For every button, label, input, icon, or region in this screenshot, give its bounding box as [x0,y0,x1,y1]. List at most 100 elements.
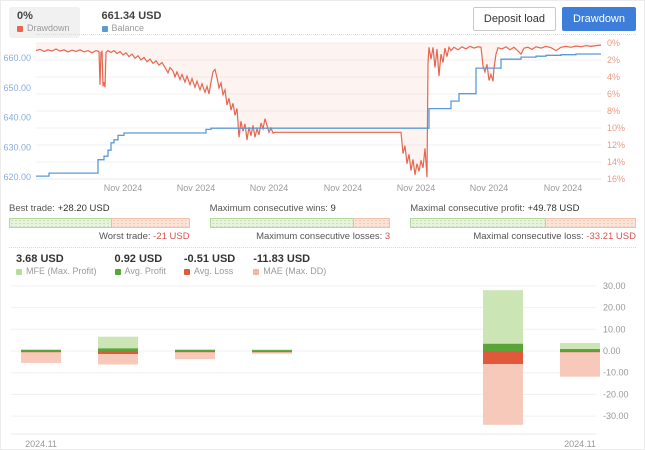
avg-loss-bar [483,351,523,364]
x-axis-tick: 2024.11 [25,439,57,449]
mfe-legend-item: 3.68 USD MFE (Max. Profit) [16,253,97,277]
drawdown-axis-tick: 0% [607,38,620,48]
mae-legend-item: -11.83 USD MAE (Max. DD) [253,253,326,277]
header: 0% Drawdown 661.34 USD Balance Deposit l… [9,7,636,38]
drawdown-axis-tick: 10% [607,123,625,133]
value-axis-tick: 0.00 [603,346,621,356]
max-consec-loss-value: -33.21 USD [586,231,636,242]
avg-profit-bar [483,343,523,351]
balance-axis-tick: 660.00 [3,53,31,63]
avg-profit-dot-icon [114,268,121,275]
x-axis-tick: Nov 2024 [544,183,583,193]
drawdown-value: 0% [17,10,33,22]
drawdown-legend-toggle[interactable]: 0% Drawdown [9,7,80,38]
max-consec-profit-label: Maximal consecutive profit: [410,203,525,214]
mae-bar [21,351,61,363]
max-consec-losses-label: Maximum consecutive losses: [256,231,383,242]
value-axis-tick: 30.00 [603,281,626,291]
value-axis-tick: 20.00 [603,303,626,313]
stats-divider [9,247,636,248]
balance-label: Balance [111,23,145,33]
balance-axis-tick: 640.00 [3,113,31,123]
balance-axis-tick: 620.00 [3,172,31,182]
drawdown-axis-tick: 12% [607,140,625,150]
mfe-dot-icon [16,268,22,275]
balance-line [36,53,601,177]
consec-profit-bar-segment [410,218,546,228]
mae-value: -11.83 USD [253,253,311,265]
x-axis-tick: Nov 2024 [104,183,143,193]
avg-profit-bar [21,349,61,352]
header-divider [36,34,636,35]
best-trade-value: +28.20 USD [57,203,110,214]
mae-dot-icon [253,268,260,275]
drawdown-axis-tick: 6% [607,89,620,99]
avg-profit-bar [175,349,215,352]
drawdown-fill [36,43,601,178]
drawdown-axis-tick: 16% [607,174,625,184]
drawdown-dot-icon [17,25,23,32]
avg-loss-bar [560,351,600,353]
mae-bar [175,351,215,360]
avg-profit-label: Avg. Profit [124,266,166,276]
avg-profit-bar [98,348,138,351]
worst-trade-value: -21 USD [153,231,190,242]
consec-losses-bar-segment [354,218,391,228]
mae-bar [252,351,292,354]
avg-loss-legend-item: -0.51 USD Avg. Loss [183,253,236,277]
max-consec-loss-label: Maximal consecutive loss: [473,231,584,242]
best-worst-trade-stat: Best trade: +28.20 USD Worst trade: -21 … [9,203,190,243]
mfe-bar [483,290,523,351]
drawdown-button[interactable]: Drawdown [562,7,636,31]
value-axis-tick: -30.00 [603,411,629,421]
balance-value: 661.34 USD [101,10,162,22]
worst-trade-label: Worst trade: [98,231,151,242]
drawdown-axis-tick: 4% [607,72,620,82]
balance-axis-tick: 650.00 [3,83,31,93]
x-axis-tick: Nov 2024 [177,183,216,193]
mae-bar [98,351,138,365]
consecutive-wins-stat: Maximum consecutive wins: 9 Maximum cons… [209,203,391,243]
mae-label: MAE (Max. DD) [263,266,327,276]
value-axis-tick: 10.00 [603,324,626,334]
mfe-bar [98,336,138,351]
worst-trade-bar-segment [111,218,190,228]
avg-loss-bar [252,351,292,353]
avg-loss-bar [175,351,215,353]
consec-wins-bar-segment [209,218,355,228]
consecutive-profit-bar [410,218,636,228]
avg-loss-value: -0.51 USD [183,253,236,265]
max-consec-wins-value: 9 [330,203,336,214]
max-consec-profit-value: +49.78 USD [527,203,580,214]
drawdown-axis-tick: 2% [607,55,620,65]
mfe-mae-bar-chart: 30.00 20.00 10.00 0.00 -10.00 -20.00 -30.00 202… [11,281,629,449]
value-axis-tick: -10.00 [603,368,629,378]
max-consec-wins-label: Maximum consecutive wins: [209,203,328,214]
deposit-load-button[interactable]: Deposit load [472,7,557,31]
avg-loss-dot-icon [183,268,190,275]
balance-drawdown-chart: 660.00 650.00 640.00 630.00 620.00 0% 2% 4% 6% 8%… [3,38,625,193]
x-axis-tick: Nov 2024 [250,183,289,193]
avg-profit-bar [560,349,600,351]
drawdown-line [35,44,602,178]
consec-loss-bar-segment [545,218,636,228]
avg-profit-legend-item: 0.92 USD Avg. Profit [114,253,166,277]
consecutive-wins-bar [209,218,391,228]
consecutive-profit-stat: Maximal consecutive profit: +49.78 USD M… [410,203,636,243]
x-axis-tick: Nov 2024 [470,183,509,193]
mfe-value: 3.68 USD [16,253,64,265]
mfe-bar [560,343,600,351]
balance-legend-toggle[interactable]: 661.34 USD Balance [94,7,172,38]
trade-stats-row: Best trade: +28.20 USD Worst trade: -21 … [9,203,636,243]
best-trade-bar-segment [9,218,112,228]
avg-profit-value: 0.92 USD [114,253,163,265]
best-worst-trade-bar [9,218,190,228]
avg-loss-bar [21,351,61,353]
value-axis-tick: -20.00 [603,389,629,399]
drawdown-axis-tick: 8% [607,106,620,116]
x-axis-tick: Nov 2024 [397,183,436,193]
best-trade-label: Best trade: [9,203,55,214]
balance-dot-icon [101,25,108,32]
mfe-mae-legend: 3.68 USD MFE (Max. Profit) 0.92 USD Avg.… [16,253,326,277]
